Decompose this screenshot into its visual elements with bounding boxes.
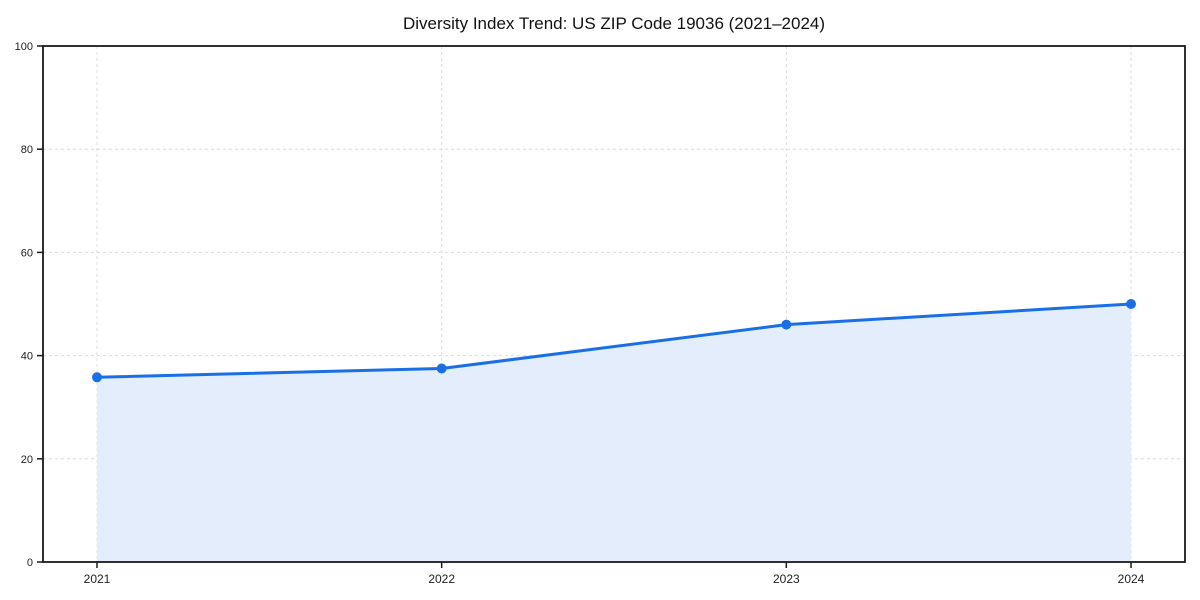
- y-tick-label: 0: [27, 557, 33, 569]
- y-tick-label: 80: [21, 144, 33, 156]
- plot-border: [42, 45, 1186, 563]
- data-point: [92, 372, 102, 383]
- trend-line: [95, 302, 1133, 379]
- x-tick-label: 2024: [1118, 572, 1145, 586]
- y-tick-label: 40: [21, 351, 33, 363]
- y-tick-label: 60: [21, 247, 33, 259]
- area-fill: [97, 304, 1131, 562]
- x-tick-label: 2022: [428, 572, 455, 586]
- y-tick-label: 20: [21, 454, 33, 466]
- data-point: [436, 363, 447, 374]
- x-tick-label: 2021: [84, 572, 111, 586]
- data-point: [781, 319, 792, 330]
- y-tick-label: 100: [15, 41, 33, 53]
- x-tick-label: 2023: [773, 572, 800, 586]
- chart-title: Diversity Index Trend: US ZIP Code 19036…: [402, 14, 826, 33]
- data-point: [1126, 299, 1136, 309]
